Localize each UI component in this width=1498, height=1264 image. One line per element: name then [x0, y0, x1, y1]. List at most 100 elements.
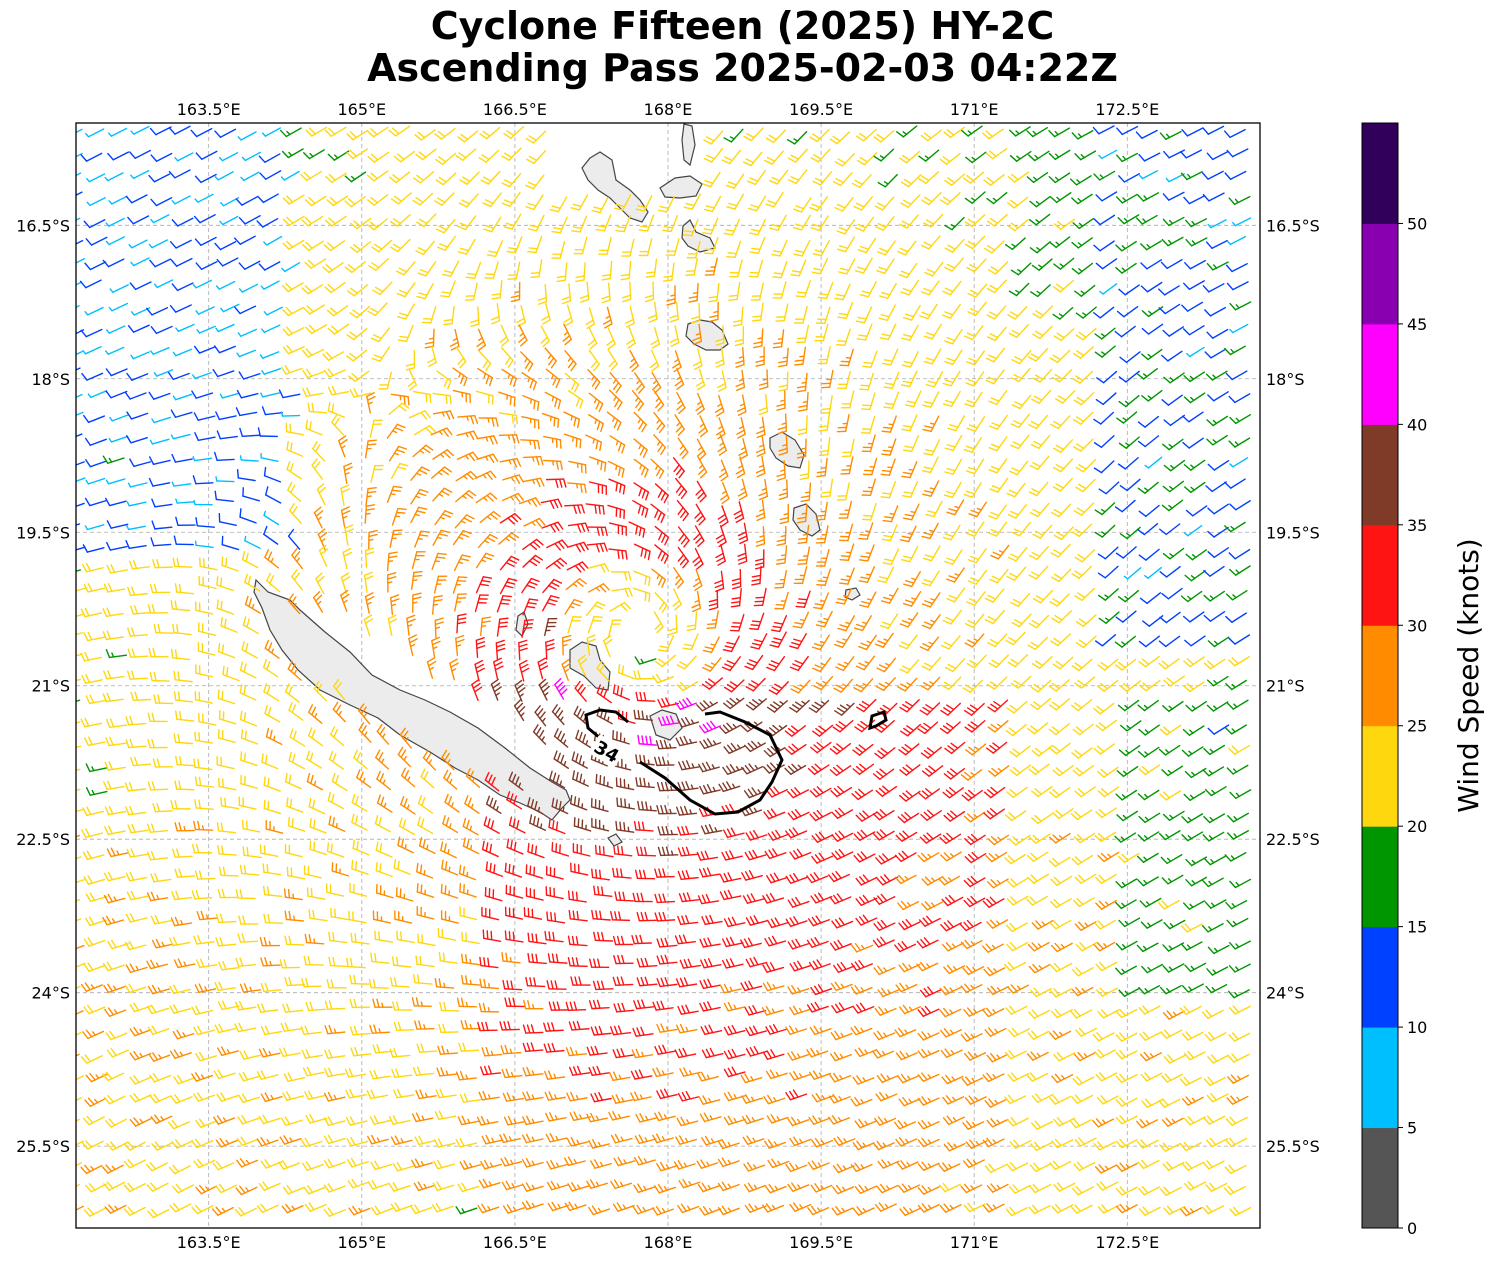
wind-barb	[854, 257, 873, 274]
wind-barb	[794, 346, 807, 366]
wind-barb	[259, 351, 280, 359]
wind-barb	[1053, 257, 1075, 270]
wind-barb	[193, 499, 213, 506]
wind-barb	[858, 566, 876, 584]
wind-barb	[286, 440, 304, 457]
wind-barb	[346, 148, 369, 160]
wind-barb	[151, 498, 173, 508]
wind-barb	[169, 239, 192, 249]
wind-barb	[921, 570, 940, 587]
wind-barb	[87, 390, 108, 399]
wind-barb	[471, 679, 483, 702]
wind-barb	[755, 346, 765, 367]
wind-barb	[170, 648, 191, 661]
wind-barb	[964, 191, 986, 204]
wind-barb	[964, 235, 986, 250]
wind-barb	[714, 394, 725, 417]
wind-barb	[1225, 679, 1247, 691]
wind-barb	[105, 390, 128, 399]
wind-barb	[839, 567, 855, 585]
wind-barb	[171, 481, 192, 487]
wind-barb	[449, 328, 460, 351]
wind-barb	[76, 613, 85, 618]
wind-barb	[1226, 148, 1249, 158]
wind-barb	[1183, 392, 1206, 404]
wind-barb	[327, 323, 350, 335]
wind-barb	[545, 557, 568, 570]
wind-barb	[718, 459, 729, 482]
wind-barb	[571, 215, 588, 233]
wind-barb	[1140, 259, 1163, 270]
wind-barb	[986, 305, 1007, 320]
wind-barb	[85, 128, 105, 138]
wind-barb	[260, 280, 280, 290]
wind-barb	[657, 635, 675, 653]
wind-barb	[81, 372, 104, 381]
wind-barb	[1138, 504, 1160, 517]
wind-barb	[1030, 434, 1051, 449]
wind-barb	[457, 215, 477, 231]
wind-barb	[563, 304, 574, 327]
wind-barb	[407, 368, 418, 391]
wind-barb	[410, 488, 429, 505]
wind-barb	[859, 591, 877, 608]
wind-barb	[815, 610, 833, 628]
wind-barb	[452, 576, 468, 594]
wind-barb	[130, 169, 150, 180]
wind-barb	[1161, 394, 1183, 406]
wind-barb	[766, 655, 786, 672]
wind-barb	[327, 401, 345, 419]
wind-barb	[484, 261, 499, 279]
wind-barb	[1026, 126, 1049, 138]
wind-barb	[1074, 150, 1097, 161]
wind-barb	[106, 325, 126, 334]
wind-barb	[776, 390, 786, 411]
wind-barb	[346, 129, 369, 141]
wind-barb	[518, 324, 528, 347]
wind-barb	[943, 481, 962, 499]
wind-barb	[792, 611, 810, 629]
wind-barb	[412, 444, 434, 458]
wind-barb	[898, 262, 918, 279]
wind-barb	[167, 371, 190, 381]
wind-barb	[502, 474, 525, 484]
wind-barb	[921, 522, 939, 540]
wind-barb	[596, 684, 612, 704]
wind-barb	[603, 306, 613, 329]
wind-barb	[1180, 149, 1203, 159]
wind-barb	[809, 128, 830, 143]
wind-barb	[668, 614, 678, 636]
wind-barb	[1207, 219, 1227, 229]
wind-barb	[734, 325, 745, 347]
wind-barb	[796, 503, 808, 524]
wind-barb	[216, 430, 238, 440]
wind-barb	[169, 304, 192, 313]
wind-barb	[148, 391, 171, 400]
colorbar-title: Wind Speed (knots)	[1452, 538, 1485, 812]
wind-barb	[257, 193, 279, 204]
wind-barb	[669, 301, 679, 323]
wind-barb	[263, 525, 279, 545]
wind-barb	[366, 218, 388, 231]
wind-barb	[966, 416, 986, 432]
wind-barb	[1229, 500, 1251, 511]
wind-barb	[919, 636, 940, 652]
wind-barb	[1030, 284, 1051, 298]
wind-barb	[1201, 170, 1224, 180]
wind-barb	[525, 174, 545, 190]
wind-barb	[1224, 521, 1246, 533]
wind-barb	[570, 194, 589, 211]
wind-barb	[432, 487, 453, 502]
wind-barb	[860, 416, 876, 434]
wind-barb	[634, 656, 657, 665]
wind-barb	[126, 524, 146, 531]
wind-barb	[579, 281, 590, 303]
wind-barb	[614, 194, 632, 211]
wind-barb	[432, 410, 455, 420]
wind-barb	[1010, 592, 1031, 607]
wind-barb	[510, 281, 521, 303]
wind-barb	[706, 610, 719, 629]
wind-barb	[1096, 370, 1118, 384]
wind-barb	[797, 391, 809, 412]
wind-barb	[900, 370, 918, 388]
